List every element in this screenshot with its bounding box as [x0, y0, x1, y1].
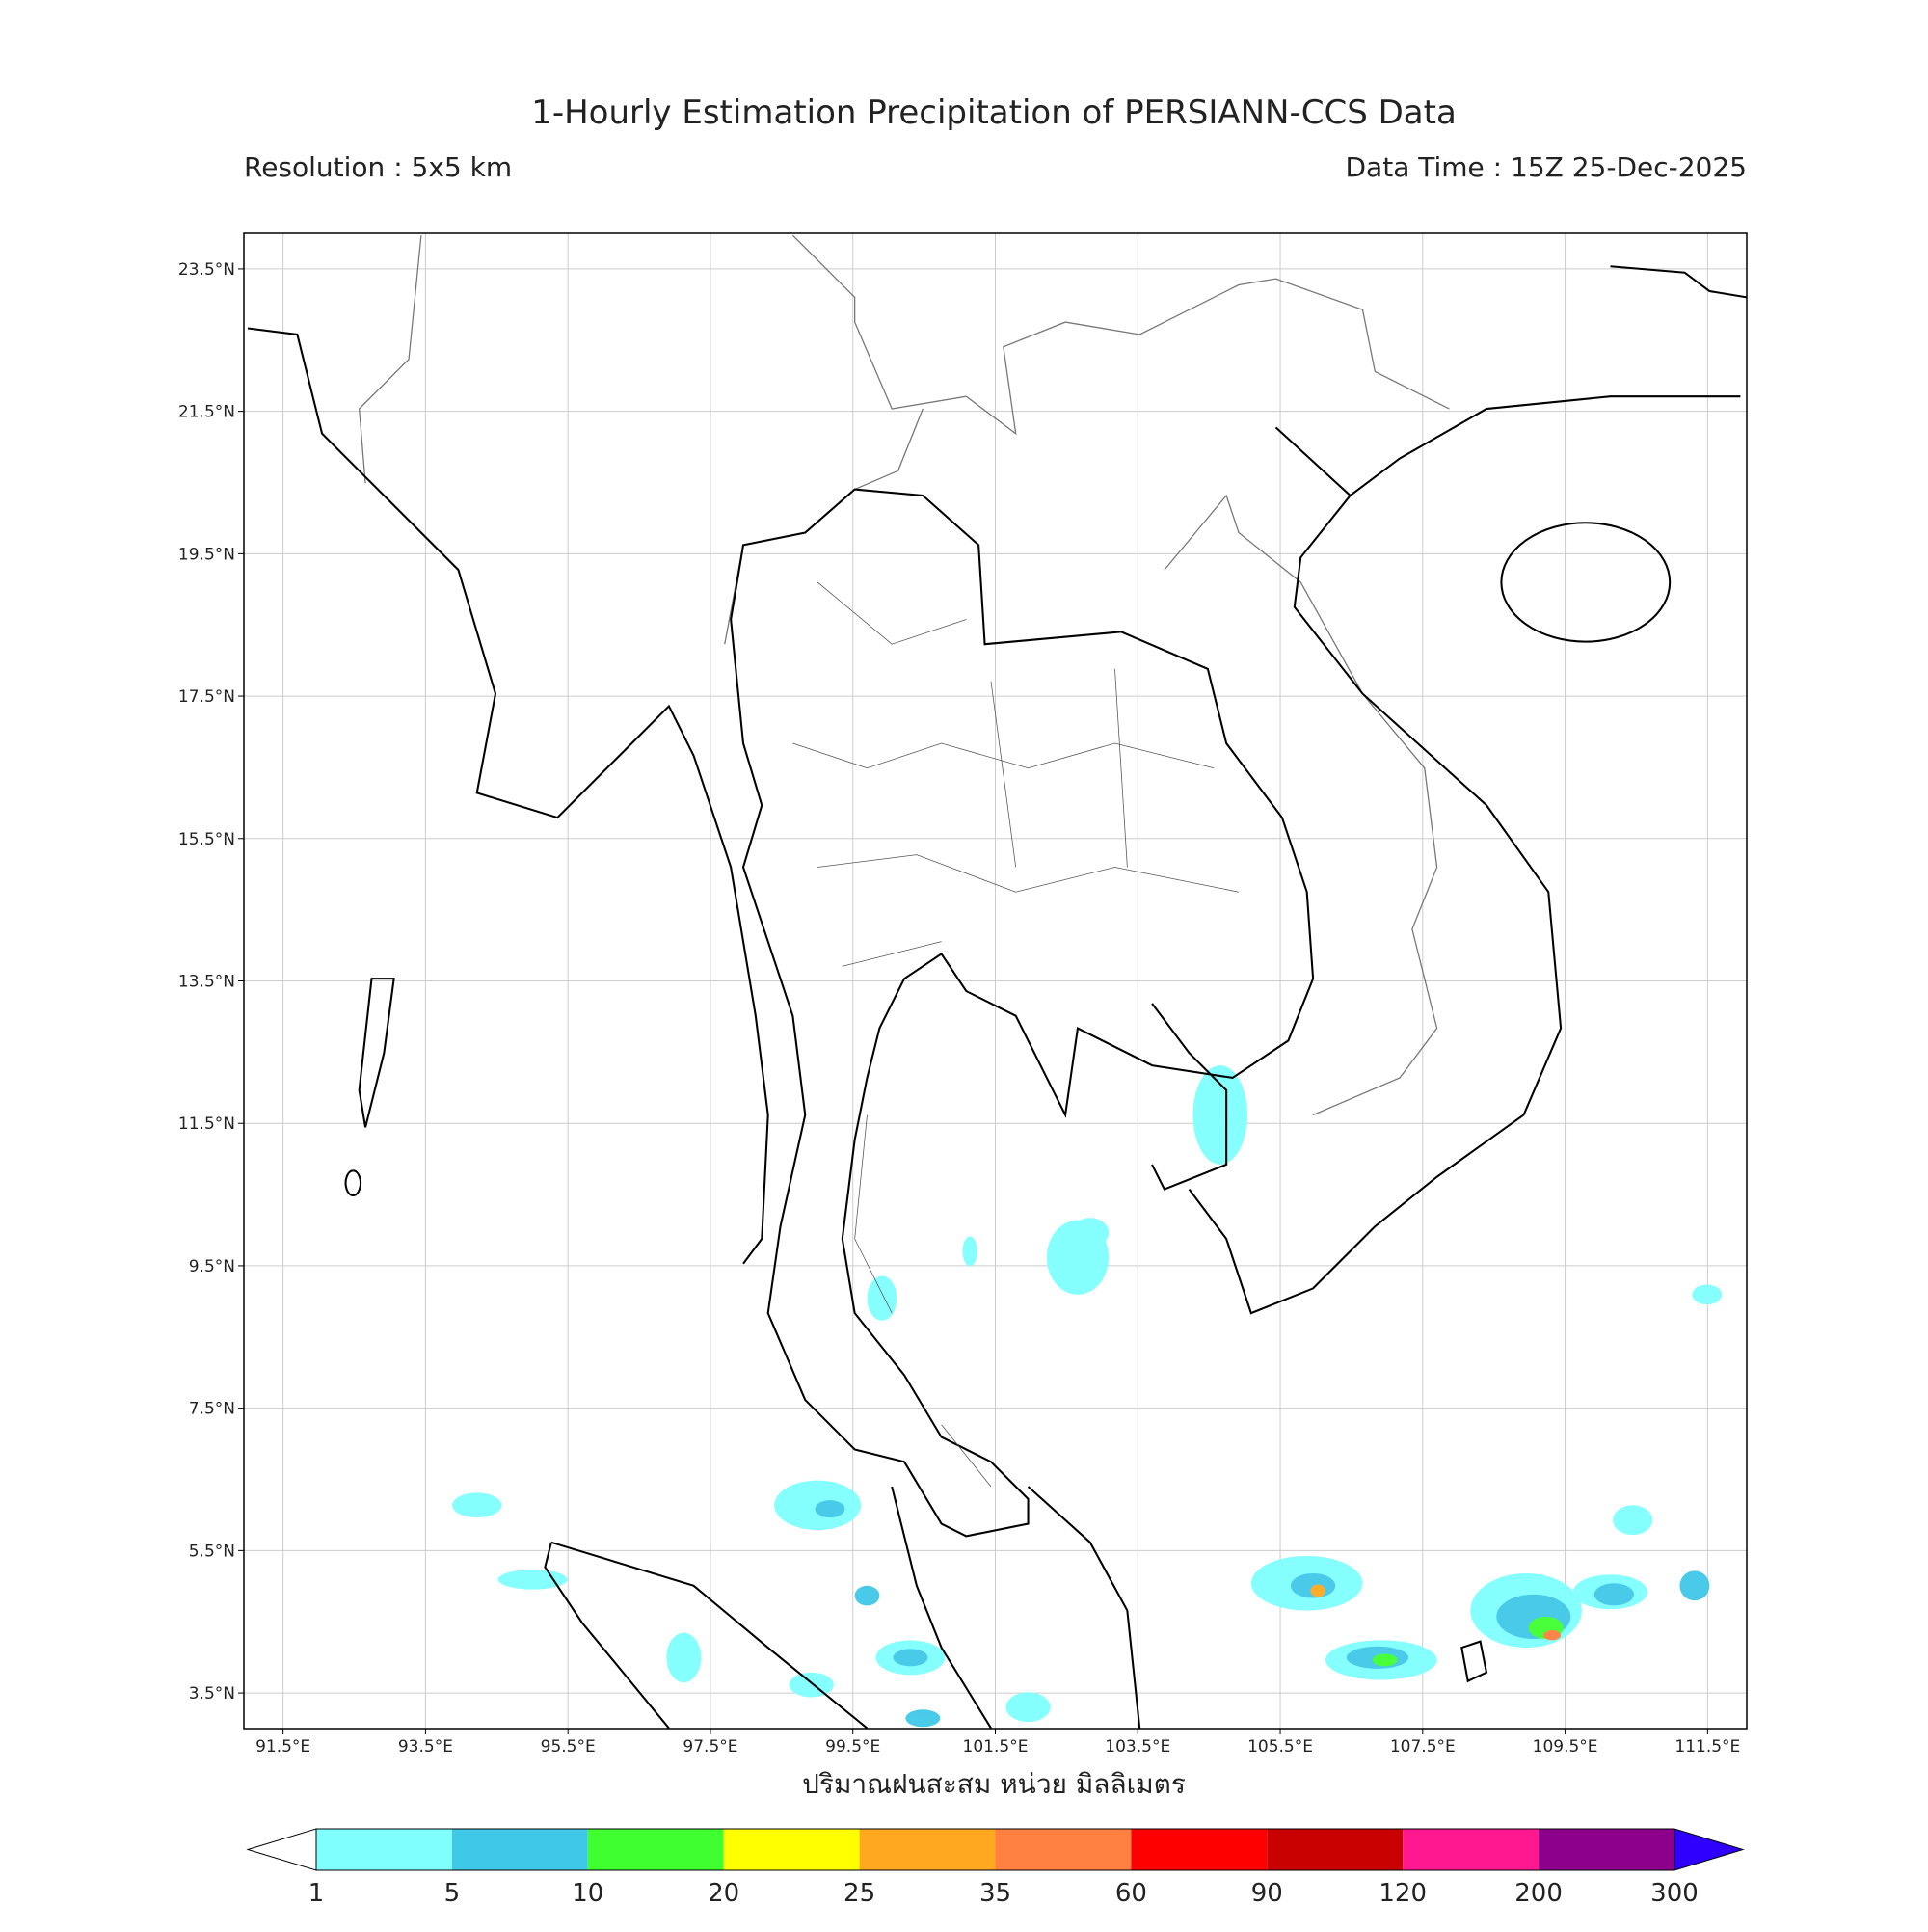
- lon-tick-label: 91.5°E: [255, 1737, 310, 1757]
- colorbar-box: [859, 1829, 996, 1870]
- lon-tick-label: 99.5°E: [825, 1737, 880, 1757]
- lon-tick-label: 107.5°E: [1390, 1737, 1456, 1757]
- colorbar-label: ปริมาณฝนสะสม หน่วย มิลลิเมตร: [802, 1768, 1186, 1800]
- map-layers: [247, 234, 1747, 1729]
- lat-tick-label: 13.5°N: [178, 973, 235, 992]
- data-time: Data Time : 15Z 25-Dec-2025: [1346, 151, 1748, 183]
- lon-tick-label: 97.5°E: [683, 1737, 737, 1757]
- rain-areas: [452, 1065, 1723, 1728]
- lon-tick-label: 101.5°E: [963, 1737, 1029, 1757]
- country-border: [358, 234, 1450, 1116]
- lat-tick-label: 23.5°N: [178, 260, 235, 280]
- lat-tick-label: 19.5°N: [178, 545, 235, 564]
- lon-tick-label: 103.5°E: [1105, 1737, 1170, 1757]
- colorbar-level: 1: [308, 1879, 325, 1908]
- colorbar-outline: [315, 1828, 1675, 1871]
- lat-tick-label: 21.5°N: [178, 403, 235, 422]
- thailand-outline: [730, 488, 1315, 1538]
- colorbar-box: [1267, 1829, 1404, 1870]
- colorbar-over: [1674, 1828, 1745, 1871]
- colorbar-level: 200: [1514, 1879, 1563, 1908]
- lat-tick-label: 7.5°N: [189, 1400, 235, 1419]
- grid: [244, 233, 1747, 1729]
- colorbar-under: [246, 1828, 317, 1871]
- colorbar-level: 20: [708, 1879, 739, 1908]
- lon-tick-label: 93.5°E: [398, 1737, 453, 1757]
- lat-tick-label: 9.5°N: [189, 1257, 235, 1276]
- lat-tick-label: 3.5°N: [189, 1684, 235, 1704]
- lon-tick-label: 95.5°E: [541, 1737, 596, 1757]
- tick-labels: 23.5°N 21.5°N 19.5°N 17.5°N 15.5°N 13.5°N 11.5…: [178, 260, 1740, 1757]
- coastline: [247, 265, 1747, 1729]
- colorbar-level: 300: [1650, 1879, 1699, 1908]
- lon-tick-label: 105.5°E: [1247, 1737, 1313, 1757]
- colorbar-box: [1539, 1829, 1674, 1870]
- lat-tick-label: 17.5°N: [178, 687, 235, 707]
- colorbar-level: 10: [572, 1879, 603, 1908]
- lat-tick-label: 11.5°N: [178, 1114, 235, 1134]
- colorbar-level: 35: [979, 1879, 1011, 1908]
- colorbar-level: 5: [444, 1879, 461, 1908]
- colorbar-box: [587, 1829, 724, 1870]
- colorbar-box: [1403, 1829, 1540, 1870]
- colorbar-level: 25: [844, 1879, 875, 1908]
- colorbar-box: [451, 1829, 588, 1870]
- colorbar-box: [723, 1829, 860, 1870]
- colorbar-box: [1131, 1829, 1268, 1870]
- lat-tick-label: 5.5°N: [189, 1542, 235, 1561]
- lon-tick-label: 111.5°E: [1674, 1737, 1740, 1757]
- colorbar-box: [316, 1829, 452, 1870]
- colorbar: 1 5 10 20 25 35 60 90 120 200 300: [246, 1828, 1745, 1908]
- hainan: [1500, 522, 1672, 643]
- lon-tick-label: 109.5°E: [1533, 1737, 1598, 1757]
- title: 1-Hourly Estimation Precipitation of PER…: [531, 94, 1457, 132]
- resolution: Resolution : 5x5 km: [244, 151, 512, 183]
- colorbar-level: 90: [1251, 1879, 1283, 1908]
- colorbar-box: [995, 1829, 1132, 1870]
- lat-tick-label: 15.5°N: [178, 830, 235, 849]
- colorbar-level: 120: [1379, 1879, 1427, 1908]
- colorbar-level: 60: [1115, 1879, 1147, 1908]
- province-lines: [792, 581, 1240, 1488]
